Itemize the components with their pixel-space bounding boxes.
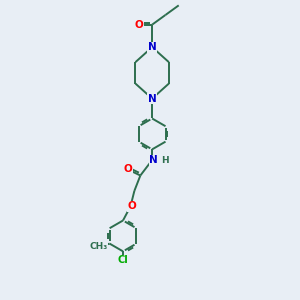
- Text: N: N: [149, 155, 158, 165]
- Text: N: N: [148, 42, 157, 52]
- Text: H: H: [161, 156, 169, 165]
- Text: O: O: [124, 164, 132, 175]
- Text: N: N: [148, 94, 157, 103]
- Text: CH₃: CH₃: [89, 242, 108, 251]
- Text: Cl: Cl: [118, 255, 128, 266]
- Text: O: O: [134, 20, 143, 30]
- Text: O: O: [127, 201, 136, 212]
